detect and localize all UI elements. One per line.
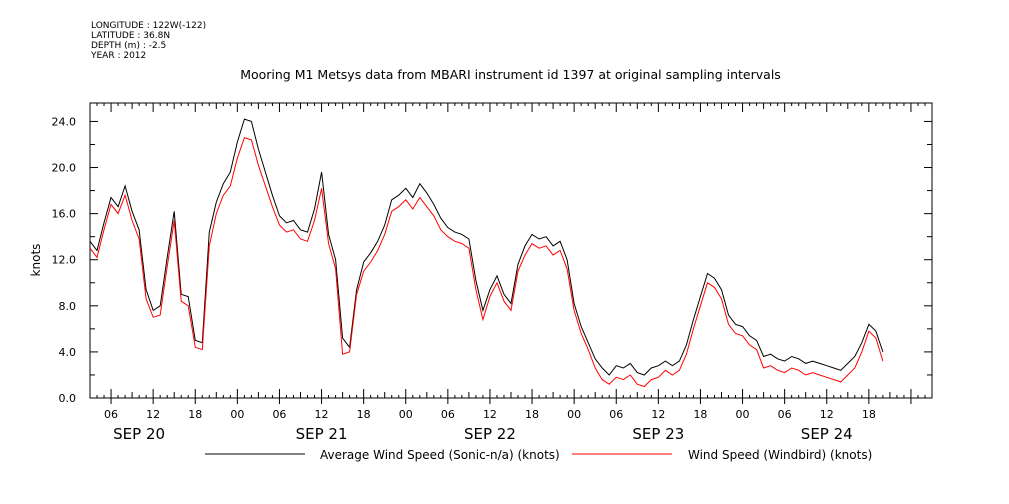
y-tick-label: 12.0 [52,254,77,267]
y-tick-label: 8.0 [59,300,77,313]
series-line-0 [89,118,884,376]
x-day-label: SEP 24 [801,425,853,443]
x-ticks: 06 12 18 00 06 12 18 00 06 12 18 00 06 12 18 00 06 12 18 SE… [89,103,933,443]
x-tick-label: 12 [483,408,497,421]
legend-label-0: Average Wind Speed (Sonic-n/a) (knots) [320,448,560,462]
x-day-label: SEP 23 [632,425,684,443]
chart-axes [89,102,933,399]
x-tick-label: 06 [272,408,286,421]
metadata-block: LONGITUDE : 122W(-122) LATITUDE : 36.8N … [91,21,206,61]
x-tick-label: 06 [609,408,623,421]
meta-depth: DEPTH (m) : -2.5 [91,41,167,51]
x-tick-label: 12 [651,408,665,421]
x-tick-label: 00 [567,408,581,421]
legend-label-1: Wind Speed (Windbird) (knots) [688,448,872,462]
x-tick-label: 12 [820,408,834,421]
x-tick-label: 00 [230,408,244,421]
y-axis-label: knots [29,244,43,277]
plot-frame [89,102,933,399]
y-tick-label: 24.0 [52,115,77,128]
x-day-label: SEP 22 [464,425,516,443]
x-tick-label: 18 [525,408,539,421]
x-tick-label: 12 [315,408,329,421]
y-tick-label: 16.0 [52,208,77,221]
x-tick-label: 06 [778,408,792,421]
meta-longitude: LONGITUDE : 122W(-122) [91,21,207,31]
x-tick-label: 12 [146,408,160,421]
chart-title: Mooring M1 Metsys data from MBARI instru… [240,67,781,82]
x-tick-label: 18 [693,408,707,421]
y-tick-label: 4.0 [59,346,77,359]
y-ticks: 0.0 4.0 8.0 12.0 16.0 20.0 24.0 [52,115,932,405]
x-tick-label: 18 [188,408,202,421]
y-tick-label: 20.0 [52,162,77,175]
series-line-1 [89,136,884,388]
x-tick-label: 06 [441,408,455,421]
series-group [89,118,884,388]
x-day-label: SEP 20 [113,425,165,443]
x-tick-label: 00 [736,408,750,421]
x-tick-label: 00 [399,408,413,421]
x-tick-label: 18 [862,408,876,421]
x-tick-label: 06 [104,408,118,421]
x-tick-label: 18 [357,408,371,421]
meta-year: YEAR : 2012 [91,51,147,61]
meta-latitude: LATITUDE : 36.8N [91,31,171,41]
legend: Average Wind Speed (Sonic-n/a) (knots) Wi… [205,448,872,462]
y-tick-label: 0.0 [59,392,77,405]
x-day-label: SEP 21 [296,425,348,443]
